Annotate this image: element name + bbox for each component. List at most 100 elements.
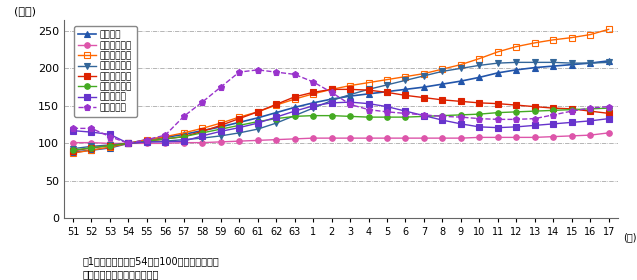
自家用乗用車 [180, 131, 187, 135]
事業用貨物車 [106, 143, 113, 146]
自家用乗用車 [347, 84, 354, 87]
自家用乗用車 [106, 145, 113, 149]
事業用乗用車 [327, 136, 335, 140]
Line: 車両合計: 車両合計 [70, 58, 612, 155]
事業用貨物車 [494, 61, 502, 65]
事業用乗用車 [180, 141, 187, 144]
特殊・特軽車 [475, 113, 483, 116]
自家用貨物車 [457, 100, 465, 103]
事業用乗用車 [475, 136, 483, 139]
車両合計 [254, 116, 262, 120]
事業用貨物車 [420, 74, 428, 78]
原付自転車 [605, 105, 613, 108]
事業用乗用車 [310, 136, 317, 140]
事業用乗用車 [586, 134, 594, 137]
自家用貨物車 [143, 139, 151, 143]
Line: 自家用乗用車: 自家用乗用車 [70, 27, 612, 156]
特殊・特軽車 [217, 127, 224, 131]
車両合計 [457, 80, 465, 83]
車両合計 [125, 142, 132, 145]
Text: 注1：指数は、昭和54年を100とした場合の値: 注1：指数は、昭和54年を100とした場合の値 [83, 256, 220, 267]
特殊・特軽車 [161, 137, 169, 141]
特殊・特軽車 [310, 114, 317, 117]
事業用貨物車 [568, 61, 576, 65]
自家用貨物車 [420, 96, 428, 99]
自動二輪車 [531, 124, 539, 127]
車両合計 [531, 66, 539, 69]
自動二輪車 [125, 142, 132, 145]
車両合計 [87, 148, 96, 152]
自家用貨物車 [217, 124, 224, 127]
車両合計 [327, 97, 335, 101]
事業用乗用車 [87, 141, 96, 144]
自家用貨物車 [402, 94, 410, 97]
事業用貨物車 [87, 145, 96, 148]
自家用貨物車 [69, 149, 77, 153]
自動二輪車 [143, 140, 151, 144]
事業用貨物車 [254, 127, 262, 131]
原付自転車 [290, 73, 298, 76]
自家用貨物車 [549, 106, 557, 110]
特殊・特軽車 [290, 115, 298, 118]
Line: 事業用乗用車: 事業用乗用車 [70, 130, 612, 146]
自家用乗用車 [87, 148, 96, 152]
車両合計 [199, 129, 206, 132]
車両合計 [290, 106, 298, 109]
自家用乗用車 [494, 50, 502, 53]
自家用乗用車 [310, 92, 317, 95]
特殊・特軽車 [254, 120, 262, 123]
自家用乗用車 [605, 28, 613, 31]
事業用貨物車 [69, 147, 77, 150]
自家用乗用車 [438, 67, 446, 71]
自動二輪車 [605, 117, 613, 120]
特殊・特軽車 [457, 113, 465, 116]
事業用乗用車 [402, 136, 410, 140]
車両合計 [69, 151, 77, 154]
自家用貨物車 [273, 103, 280, 106]
自動二輪車 [475, 125, 483, 129]
自家用乗用車 [236, 115, 243, 119]
車両合計 [143, 138, 151, 141]
車両合計 [549, 64, 557, 68]
自動二輪車 [180, 139, 187, 143]
事業用貨物車 [531, 61, 539, 64]
自家用乗用車 [512, 45, 520, 48]
原付自転車 [383, 110, 390, 114]
自動二輪車 [347, 101, 354, 104]
事業用貨物車 [605, 61, 613, 64]
自動二輪車 [217, 130, 224, 133]
自家用貨物車 [605, 112, 613, 115]
車両合計 [438, 82, 446, 86]
自動二輪車 [87, 130, 96, 134]
原付自転車 [494, 118, 502, 121]
特殊・特軽車 [586, 107, 594, 111]
事業用乗用車 [494, 136, 502, 139]
特殊・特軽車 [125, 142, 132, 145]
特殊・特軽車 [494, 111, 502, 114]
特殊・特軽車 [273, 117, 280, 120]
事業用貨物車 [273, 122, 280, 125]
自家用乗用車 [420, 72, 428, 75]
事業用貨物車 [383, 83, 390, 87]
自動二輪車 [327, 101, 335, 104]
特殊・特軽車 [347, 115, 354, 118]
事業用貨物車 [402, 79, 410, 82]
自動二輪車 [254, 122, 262, 125]
車両合計 [236, 121, 243, 124]
事業用貨物車 [125, 142, 132, 145]
自家用貨物車 [180, 135, 187, 138]
特殊・特軽車 [69, 148, 77, 152]
特殊・特軽車 [531, 109, 539, 113]
車両合計 [475, 76, 483, 79]
自家用貨物車 [438, 98, 446, 102]
事業用乗用車 [290, 137, 298, 141]
自動二輪車 [494, 126, 502, 129]
車両合計 [494, 71, 502, 74]
自家用貨物車 [106, 144, 113, 147]
事業用貨物車 [549, 61, 557, 64]
自家用乗用車 [549, 38, 557, 41]
事業用乗用車 [143, 142, 151, 145]
原付自転車 [87, 127, 96, 130]
事業用貨物車 [327, 99, 335, 102]
原付自転車 [310, 80, 317, 83]
